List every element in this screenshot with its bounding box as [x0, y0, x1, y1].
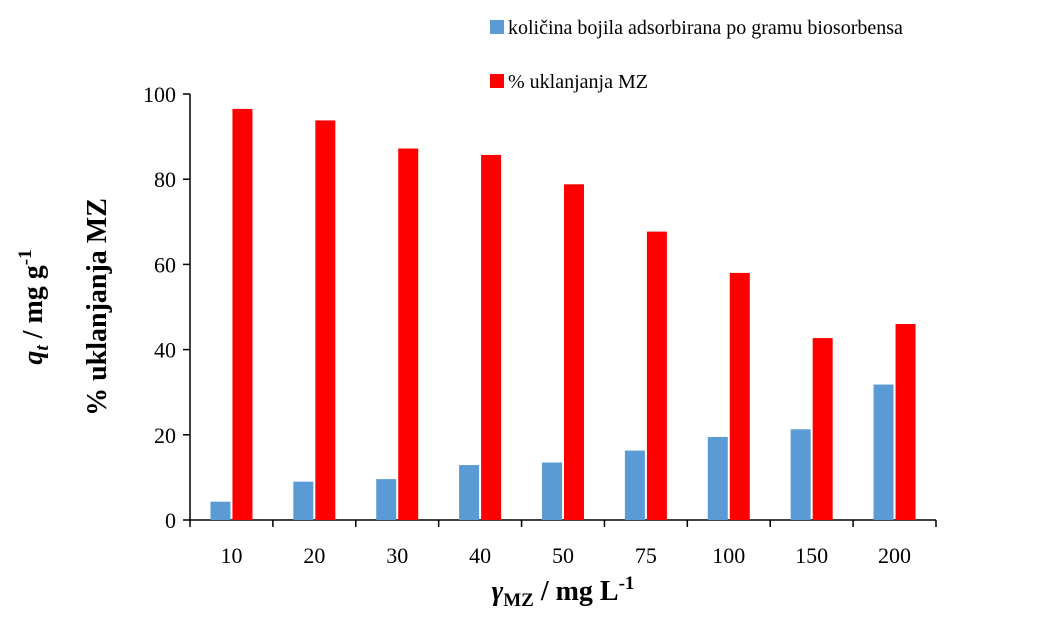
legend: količina bojila adsorbirana po gramu bio… — [490, 17, 903, 93]
x-axis-title: γMZ / mg L-1 — [492, 573, 635, 611]
bars — [210, 108, 916, 521]
x-tick-label: 40 — [469, 543, 491, 568]
x-gamma-subscript: MZ — [503, 590, 534, 611]
x-tick-label: 30 — [386, 543, 408, 568]
legend-swatch-adsorbed — [490, 20, 504, 34]
y-qt-unit: / mg g — [18, 265, 49, 345]
bar-removal-75 — [646, 231, 667, 520]
x-superscript: -1 — [619, 573, 635, 594]
x-tick-label: 50 — [552, 543, 574, 568]
bar-adsorbed-75 — [624, 450, 645, 520]
bar-adsorbed-100 — [707, 436, 728, 520]
bar-removal-40 — [481, 154, 502, 520]
x-tick-label: 20 — [303, 543, 325, 568]
x-tick-label: 200 — [878, 543, 911, 568]
x-unit: / mg L — [534, 576, 619, 607]
bar-removal-150 — [812, 338, 833, 520]
bar-adsorbed-40 — [459, 465, 480, 520]
y-tick-label: 80 — [154, 167, 176, 192]
legend-swatch-removal — [490, 74, 504, 88]
x-tick-label: 100 — [712, 543, 745, 568]
bar-adsorbed-200 — [873, 384, 894, 520]
x-ticks: 10 20 30 40 50 75 100 150 200 — [189, 520, 937, 568]
legend-label-removal: % uklanjanja MZ — [508, 71, 648, 93]
bar-removal-100 — [729, 272, 750, 520]
y-ticks: 0 20 40 60 80 100 — [143, 82, 190, 533]
x-tick-label: 150 — [795, 543, 828, 568]
y-qt-symbol: q — [18, 351, 49, 365]
bar-adsorbed-150 — [790, 429, 811, 520]
legend-label-adsorbed: količina bojila adsorbirana po gramu bio… — [508, 17, 903, 39]
y-qt-superscript: -1 — [15, 249, 36, 265]
y-tick-label: 40 — [154, 338, 176, 363]
y-qt-subscript: t — [32, 345, 53, 351]
y-tick-label: 60 — [154, 252, 176, 277]
bar-removal-50 — [564, 184, 584, 520]
y-axis-title-qt: qt / mg g-1 — [15, 249, 53, 364]
y-axis-title-removal: % uklanjanja MZ — [82, 198, 113, 416]
bar-removal-200 — [895, 324, 916, 520]
y-tick-label: 100 — [143, 82, 176, 107]
y-tick-label: 20 — [154, 423, 176, 448]
x-tick-label: 10 — [220, 543, 242, 568]
bar-adsorbed-50 — [542, 462, 562, 520]
bar-adsorbed-20 — [293, 481, 314, 520]
bar-removal-10 — [232, 108, 253, 520]
y-tick-label: 0 — [165, 508, 176, 533]
bar-adsorbed-10 — [210, 501, 231, 520]
x-tick-label: 75 — [635, 543, 657, 568]
bar-adsorbed-30 — [376, 479, 397, 520]
bar-removal-30 — [398, 148, 419, 520]
bar-removal-20 — [315, 120, 336, 521]
x-gamma-symbol: γ — [492, 576, 504, 607]
